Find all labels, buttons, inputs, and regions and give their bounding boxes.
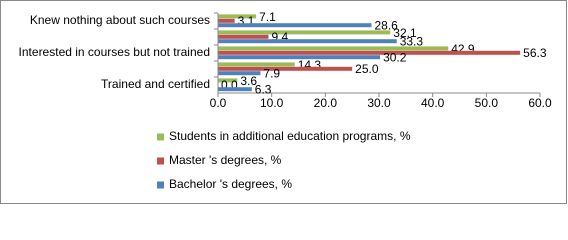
- value-label: 56.3: [523, 46, 547, 60]
- legend-label: Master 's degrees, %: [169, 153, 282, 167]
- value-label: 7.9: [263, 67, 280, 81]
- bar: [218, 14, 257, 19]
- bar: [218, 87, 252, 92]
- bar: [218, 50, 521, 55]
- bar: [218, 46, 449, 51]
- y-tick-label: Trained and certified: [101, 77, 210, 91]
- value-label: 25.0: [355, 62, 379, 76]
- x-tick-label: 60.0: [528, 96, 552, 110]
- value-label: 3.6: [240, 74, 257, 88]
- legend-label: Students in additional education program…: [169, 129, 411, 143]
- x-tick-label: 20.0: [314, 96, 338, 110]
- value-label: 7.1: [259, 10, 276, 24]
- legend-swatch: [157, 181, 164, 189]
- bar: [218, 55, 381, 60]
- bar: [218, 62, 295, 67]
- legend-swatch: [157, 133, 164, 141]
- y-tick-label: Knew nothing about such courses: [30, 13, 210, 27]
- legend-label: Bachelor 's degrees, %: [169, 177, 292, 191]
- bar: [218, 30, 391, 35]
- bar: [218, 39, 397, 44]
- chart: 0.0 10.0 20.0 30.0 40.0 50.0 60.0 Knew nothing …: [0, 0, 567, 204]
- legend-swatch: [157, 157, 164, 165]
- bar: [218, 34, 269, 39]
- x-tick-label: 30.0: [367, 96, 391, 110]
- x-tick-label: 40.0: [421, 96, 445, 110]
- bar: [218, 18, 235, 23]
- value-label: 30.2: [383, 51, 407, 65]
- x-tick-label: 50.0: [475, 96, 499, 110]
- x-tick-label: 10.0: [260, 96, 284, 110]
- bar: [218, 66, 353, 71]
- value-label: 6.3: [255, 83, 272, 97]
- y-tick-label: Interested in courses but not trained: [19, 45, 210, 59]
- bar: [218, 78, 238, 83]
- bar: [218, 71, 261, 76]
- x-tick-label: 0.0: [210, 96, 227, 110]
- value-label: 32.1: [393, 26, 417, 40]
- value-label: 33.3: [400, 35, 424, 49]
- value-label: 28.6: [374, 19, 398, 33]
- bar: [218, 23, 372, 28]
